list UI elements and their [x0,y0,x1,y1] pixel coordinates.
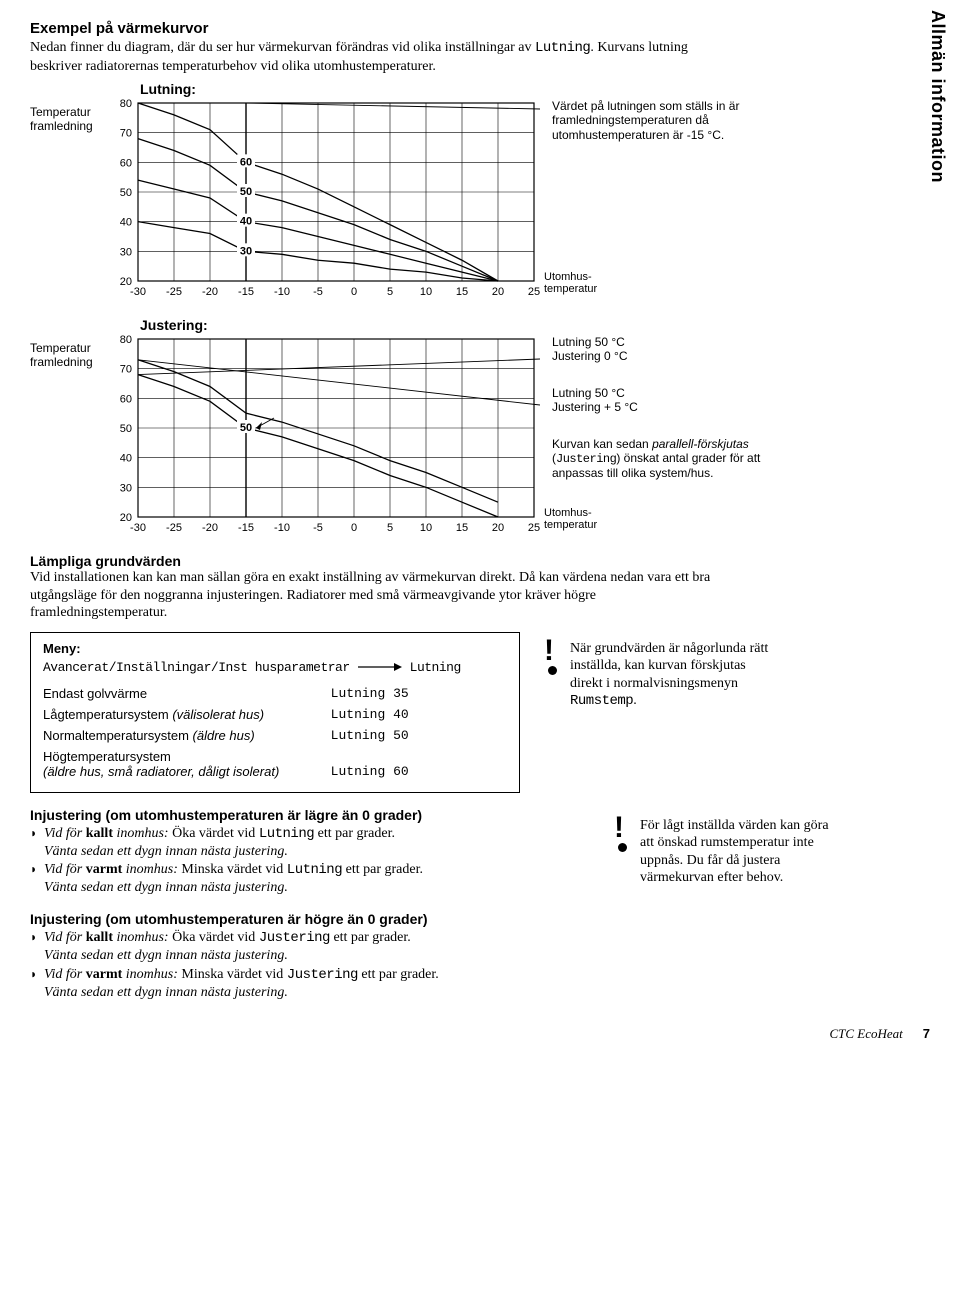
chart1-ylabel: Temperatur framledning [30,81,110,133]
menu-path-target: Lutning [410,660,461,675]
svg-text:50: 50 [240,422,252,434]
svg-text:-10: -10 [274,286,290,298]
svg-text:10: 10 [420,286,432,298]
page-title: Exempel på värmekurvor [30,20,930,37]
chart2-ylabel: Temperatur framledning [30,317,110,369]
svg-text:-25: -25 [166,286,182,298]
side-tab: Allmän information [927,10,948,183]
intro-text: Nedan finner du diagram, där du ser hur … [30,39,710,75]
svg-text:25: 25 [528,522,540,534]
exclaim-icon: ! [544,636,554,666]
side-note-2: ! För lågt inställda värden kan göra att… [614,817,844,887]
svg-text:40: 40 [120,453,132,465]
dot-icon [618,843,627,852]
svg-text:0: 0 [351,286,357,298]
svg-text:60: 60 [240,156,252,168]
menu-box: Meny: Avancerat/Inställningar/Inst huspa… [30,632,520,793]
svg-text:70: 70 [120,364,132,376]
svg-text:-25: -25 [166,522,182,534]
chart1-title: Lutning: [140,81,540,97]
svg-text:5: 5 [387,522,393,534]
chart2-title: Justering: [140,317,540,333]
table-row: Normaltemperatursystem (äldre hus)Lutnin… [43,725,507,746]
footer-product: CTC EcoHeat [829,1026,902,1042]
table-row: Endast golvvärmeLutning 35 [43,683,507,704]
chart1-svg: 20304050607080-30-25-20-15-10-5051015202… [110,99,540,299]
dot-icon [548,666,557,675]
svg-text:40: 40 [240,216,252,228]
svg-text:50: 50 [120,423,132,435]
svg-text:60: 60 [120,393,132,405]
svg-text:80: 80 [120,99,132,110]
svg-text:-20: -20 [202,522,218,534]
table-row: Lågtemperatursystem (välisolerat hus)Lut… [43,704,507,725]
menu-table: Endast golvvärmeLutning 35 Lågtemperatur… [43,683,507,782]
chart-lutning: Temperatur framledning Lutning: 20304050… [30,81,930,299]
side-note-1: ! När grundvärden är någorlunda rätt ins… [544,640,774,711]
adjust-above-heading: Injustering (om utomhustemperaturen är h… [30,911,590,927]
defaults-heading: Lämpliga grundvärden [30,553,930,569]
svg-text:60: 60 [120,157,132,169]
chart1-note: Värdet på lutningen som ställs in är fra… [552,81,762,164]
svg-text:-10: -10 [274,522,290,534]
svg-text:10: 10 [420,522,432,534]
menu-path: Avancerat/Inställningar/Inst husparametr… [43,660,350,675]
svg-text:-30: -30 [130,522,146,534]
svg-text:20: 20 [492,286,504,298]
svg-text:30: 30 [240,245,252,257]
defaults-text: Vid installationen kan kan man sällan gö… [30,569,720,622]
svg-text:40: 40 [120,217,132,229]
page-footer: CTC EcoHeat 7 [30,1026,930,1042]
svg-text:25: 25 [528,286,540,298]
adjust-above-list: Vid för kallt inomhus: Öka värdet vid Ju… [30,929,590,1002]
menu-title: Meny: [43,641,507,656]
svg-text:-15: -15 [238,522,254,534]
svg-text:15: 15 [456,522,468,534]
chart-justering: Temperatur framledning Justering: 20 30 40… [30,317,930,535]
svg-text:20: 20 [492,522,504,534]
svg-text:-5: -5 [313,286,323,298]
chart2-notes: Lutning 50 °C Justering 0 °C Lutning 50 … [552,317,762,503]
exclaim-icon: ! [614,813,624,843]
svg-text:70: 70 [120,128,132,140]
svg-text:15: 15 [456,286,468,298]
adjust-below-heading: Injustering (om utomhustemperaturen är l… [30,807,590,823]
svg-text:5: 5 [387,286,393,298]
svg-text:30: 30 [120,246,132,258]
svg-text:30: 30 [120,482,132,494]
arrow-icon [358,662,402,672]
table-row: Högtemperatursystem(äldre hus, små radia… [43,746,507,782]
footer-page: 7 [923,1026,930,1041]
chart2-svg: 20304050607080-30-25-20-15-10-5051015202… [110,335,540,535]
adjust-below-list: Vid för kallt inomhus: Öka värdet vid Lu… [30,825,590,898]
svg-text:-15: -15 [238,286,254,298]
svg-text:50: 50 [240,186,252,198]
svg-text:0: 0 [351,522,357,534]
svg-text:-30: -30 [130,286,146,298]
svg-text:-5: -5 [313,522,323,534]
svg-text:-20: -20 [202,286,218,298]
svg-text:50: 50 [120,187,132,199]
svg-text:80: 80 [120,335,132,346]
